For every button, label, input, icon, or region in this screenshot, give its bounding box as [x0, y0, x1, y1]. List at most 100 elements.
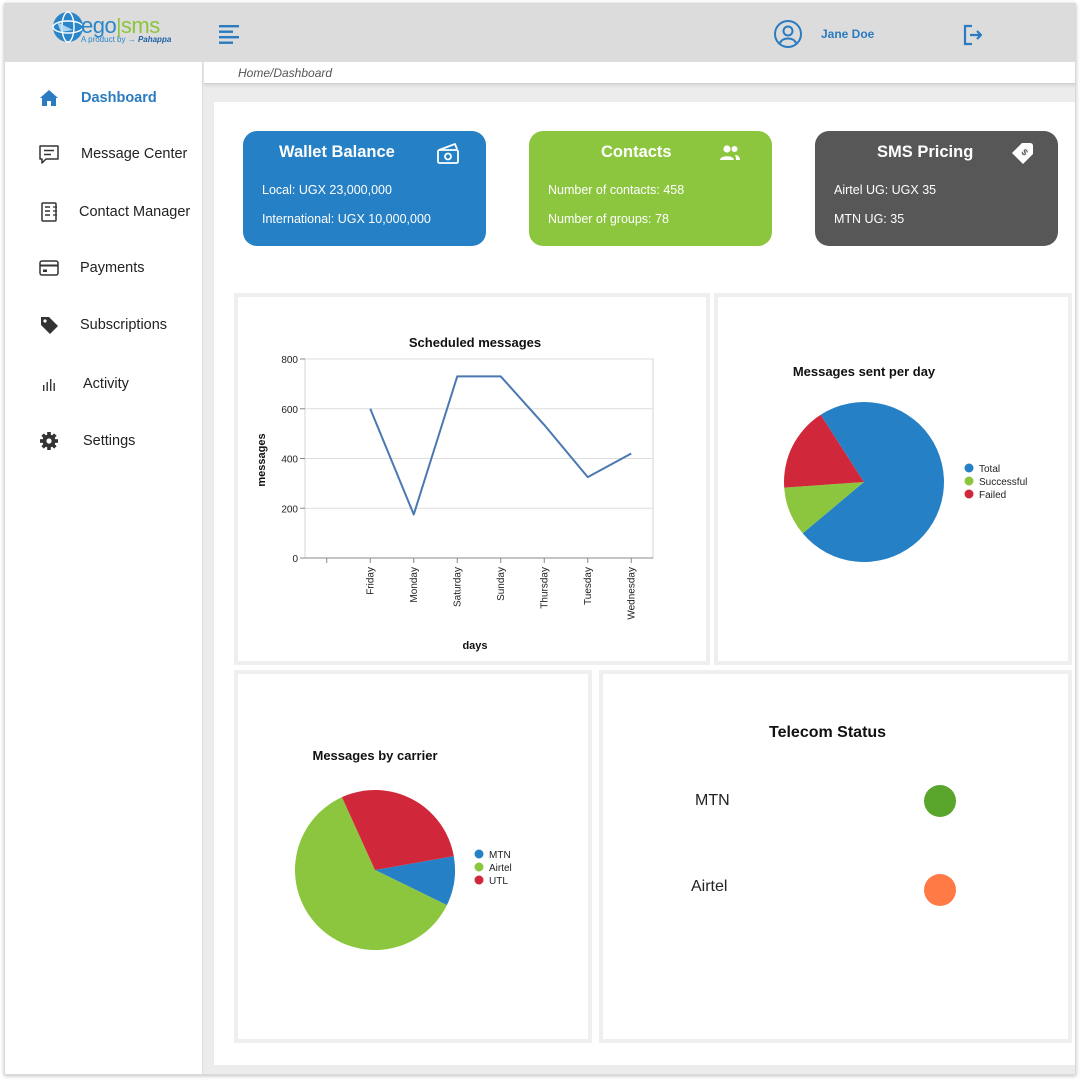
card-line: MTN UG: 35	[834, 212, 905, 226]
x-tick-label: Friday	[365, 567, 376, 595]
x-axis-label: days	[462, 640, 487, 652]
telecom-status-panel: Telecom Status MTN Airtel	[599, 670, 1072, 1043]
panel-title: Telecom Status	[769, 724, 887, 741]
x-tick-label: Tuesday	[583, 567, 594, 605]
y-axis-label: messages	[256, 433, 268, 486]
telecom-status-dot-airtel	[924, 874, 956, 906]
card-title: Wallet Balance	[279, 143, 395, 161]
legend-label: Airtel	[489, 863, 512, 874]
pie-slice-failed	[784, 414, 864, 488]
logo-ego: ego	[81, 13, 117, 38]
y-tick-label: 800	[281, 355, 298, 366]
x-tick-label: Monday	[409, 567, 420, 603]
y-tick-label: 0	[292, 554, 298, 565]
chart-title: Messages by carrier	[312, 748, 437, 763]
contact-book-icon	[41, 202, 57, 222]
breadcrumb[interactable]: Home/Dashboard	[238, 66, 333, 80]
user-name[interactable]: Jane Doe	[821, 27, 875, 41]
card-line: International: UGX 10,000,000	[262, 212, 431, 226]
card-line: Number of groups: 78	[548, 212, 669, 226]
card-line: Airtel UG: UGX 35	[834, 183, 937, 197]
breadcrumb-bar: Home/Dashboard	[204, 62, 1075, 84]
svg-text:$: $	[1019, 147, 1030, 158]
sidebar-item-label: Settings	[83, 433, 136, 449]
y-tick-label: 200	[281, 504, 298, 515]
sidebar-item-payments[interactable]: Payments	[5, 251, 203, 283]
pie-slice-successful	[784, 482, 864, 534]
sidebar-item-label: Subscriptions	[80, 317, 168, 333]
logo-wordmark: ego|sms	[81, 13, 160, 38]
globe-logo-icon	[52, 11, 84, 43]
sidebar-item-label: Contact Manager	[79, 204, 191, 220]
chart-title: Messages sent per day	[793, 364, 936, 379]
series-line	[369, 375, 632, 516]
legend-swatch	[474, 875, 484, 885]
legend-label: UTL	[489, 876, 508, 887]
sidebar-item-label: Dashboard	[81, 90, 157, 106]
x-tick-label: Thursday	[539, 567, 550, 609]
logo[interactable]: ego|sms A product by → Pahappa	[51, 7, 191, 47]
y-tick-label: 600	[281, 405, 298, 416]
sidebar: Dashboard Message Center Contact Manager	[5, 62, 203, 1074]
top-bar: ego|sms A product by → Pahappa Jane Doe	[5, 4, 1075, 62]
x-tick-label: Sunday	[496, 567, 507, 601]
legend-label: Successful	[979, 477, 1027, 488]
telecom-name-airtel: Airtel	[691, 878, 728, 895]
legend-label: MTN	[489, 850, 511, 861]
card-title: Contacts	[601, 143, 672, 161]
messages-per-day-chart: Messages sent per day Total Successful Fai…	[784, 364, 1027, 562]
sidebar-item-label: Activity	[83, 376, 129, 392]
pie-slice-mtn	[375, 856, 455, 906]
message-icon	[39, 145, 59, 164]
pie-slice-utl	[341, 790, 454, 870]
messages-by-carrier-panel: Messages by carrier MTN Airtel UTL	[234, 670, 592, 1043]
x-tick-label: Wednesday	[626, 567, 637, 620]
logout-icon[interactable]	[961, 23, 985, 47]
pie-slice-total	[802, 402, 944, 562]
sidebar-item-contact-manager[interactable]: Contact Manager	[5, 195, 203, 227]
scheduled-messages-chart: Scheduled messages messages days 0 200 400…	[256, 335, 654, 652]
telecom-name-mtn: MTN	[695, 792, 730, 809]
chart-title: Scheduled messages	[409, 335, 541, 350]
gear-icon	[40, 432, 58, 450]
telecom-status-dot-mtn	[924, 785, 956, 817]
bar-chart-icon	[43, 379, 55, 391]
legend-swatch	[474, 849, 484, 859]
logo-tagline-company: Pahappa	[137, 35, 172, 44]
sidebar-item-subscriptions[interactable]: Subscriptions	[5, 308, 203, 340]
wallet-balance-card[interactable]: Wallet Balance Local: UGX 23,000,000 Int…	[243, 131, 486, 246]
people-icon	[720, 145, 740, 160]
hamburger-menu-icon[interactable]	[218, 22, 242, 46]
logo-sms: sms	[120, 13, 160, 38]
sidebar-item-label: Payments	[80, 260, 145, 276]
pie-slice-airtel	[295, 797, 447, 950]
legend-label: Failed	[979, 490, 1006, 501]
home-icon	[40, 90, 58, 106]
legend-label: Total	[979, 464, 1000, 475]
logo-tagline: A product by → Pahappa	[81, 35, 172, 44]
scheduled-messages-panel: Scheduled messages messages days 0 200 400…	[234, 293, 710, 665]
sidebar-item-dashboard[interactable]: Dashboard	[5, 81, 203, 113]
y-tick-label: 400	[281, 455, 298, 466]
sidebar-item-activity[interactable]: Activity	[5, 367, 203, 399]
tag-icon	[41, 317, 58, 334]
app-window: ego|sms A product by → Pahappa Jane Doe …	[4, 3, 1076, 1075]
logo-tagline-prefix: A product by	[81, 35, 126, 44]
legend-swatch	[964, 463, 974, 473]
x-tick-label: Saturday	[452, 567, 463, 607]
user-avatar-icon[interactable]	[773, 19, 803, 49]
card-line: Local: UGX 23,000,000	[262, 183, 392, 197]
sidebar-item-label: Message Center	[81, 146, 188, 162]
credit-card-icon	[39, 260, 59, 276]
legend-swatch	[964, 489, 974, 499]
sidebar-item-settings[interactable]: Settings	[5, 424, 203, 456]
money-icon	[437, 143, 459, 164]
messages-by-carrier-chart: Messages by carrier MTN Airtel UTL	[295, 748, 512, 950]
sidebar-item-message-center[interactable]: Message Center	[5, 137, 203, 169]
sms-pricing-card[interactable]: SMS Pricing $ Airtel UG: UGX 35 MTN UG: …	[815, 131, 1058, 246]
contacts-card[interactable]: Contacts Number of contacts: 458 Number …	[529, 131, 772, 246]
legend-swatch	[474, 862, 484, 872]
card-title: SMS Pricing	[877, 143, 974, 161]
legend-swatch	[964, 476, 974, 486]
card-line: Number of contacts: 458	[548, 183, 685, 197]
